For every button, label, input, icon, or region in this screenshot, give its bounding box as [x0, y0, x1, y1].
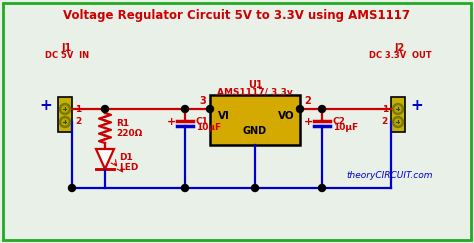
Text: VO: VO — [278, 111, 294, 121]
Text: 2: 2 — [75, 118, 81, 127]
Text: LED: LED — [119, 163, 138, 172]
Text: 1: 1 — [75, 104, 81, 113]
Bar — [58, 97, 72, 132]
Circle shape — [69, 184, 75, 191]
Text: +: + — [410, 97, 423, 113]
Text: DC 3.3V  OUT: DC 3.3V OUT — [369, 52, 431, 61]
Circle shape — [60, 104, 71, 114]
Circle shape — [395, 119, 401, 125]
Circle shape — [182, 105, 189, 113]
Circle shape — [392, 104, 403, 114]
Text: +: + — [167, 117, 177, 127]
Text: R1: R1 — [116, 119, 129, 128]
Bar — [391, 97, 405, 132]
Circle shape — [297, 105, 303, 113]
Circle shape — [62, 119, 68, 125]
Polygon shape — [96, 149, 114, 169]
Text: VI: VI — [218, 111, 230, 121]
Text: +: + — [40, 97, 52, 113]
Bar — [210, 95, 300, 145]
Circle shape — [101, 105, 109, 113]
Circle shape — [62, 106, 68, 112]
Text: DC 5V  IN: DC 5V IN — [45, 52, 89, 61]
Text: theoryCIRCUIT.com: theoryCIRCUIT.com — [347, 171, 433, 180]
Circle shape — [252, 184, 258, 191]
Text: D1: D1 — [119, 153, 133, 162]
Text: 1: 1 — [382, 104, 388, 113]
Text: J1: J1 — [62, 43, 72, 53]
Text: 3: 3 — [199, 96, 206, 106]
Text: 10μF: 10μF — [333, 123, 358, 132]
Circle shape — [395, 106, 401, 112]
Circle shape — [60, 116, 71, 128]
Text: GND: GND — [243, 126, 267, 136]
Text: 220Ω: 220Ω — [116, 129, 142, 138]
Text: Voltage Regulator Circuit 5V to 3.3V using AMS1117: Voltage Regulator Circuit 5V to 3.3V usi… — [64, 9, 410, 21]
Text: 2: 2 — [304, 96, 311, 106]
Text: AMS1117/ 3.3v: AMS1117/ 3.3v — [217, 87, 293, 96]
Text: C1: C1 — [196, 116, 209, 125]
Circle shape — [319, 105, 326, 113]
Text: +: + — [304, 117, 314, 127]
Text: 10μF: 10μF — [196, 123, 221, 132]
Circle shape — [207, 105, 213, 113]
Text: 2: 2 — [382, 118, 388, 127]
Text: U1: U1 — [248, 80, 262, 90]
Circle shape — [319, 184, 326, 191]
Text: C2: C2 — [333, 116, 346, 125]
Circle shape — [392, 116, 403, 128]
Circle shape — [182, 184, 189, 191]
Text: J2: J2 — [395, 43, 405, 53]
